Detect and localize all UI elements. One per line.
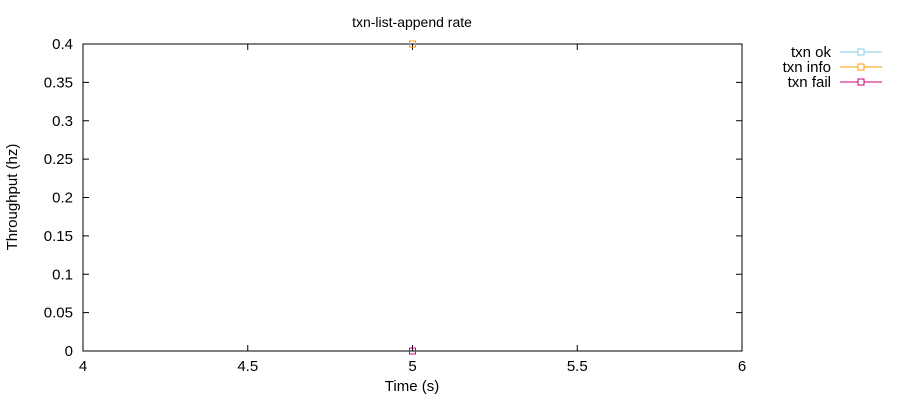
x-tick-label: 4: [79, 358, 87, 375]
x-tick-label: 5.5: [567, 358, 588, 375]
y-axis-title: Throughput (hz): [4, 144, 21, 251]
legend-label: txn fail: [788, 74, 831, 91]
chart-title: txn-list-append rate: [352, 14, 472, 30]
series-layer: [409, 40, 416, 355]
legend-marker: [857, 48, 865, 56]
data-point-txn-info: [409, 40, 416, 48]
data-point-txn-fail: [409, 347, 416, 355]
x-axis-title: Time (s): [385, 378, 439, 395]
x-tick-label: 5: [408, 358, 416, 375]
y-axis: 0 0.05 0.1 0.15 0.2 0.25 0.3 0.35 0.4: [44, 36, 742, 360]
y-tick-label: 0.35: [44, 74, 73, 91]
y-tick-label: 0.2: [52, 190, 73, 207]
y-tick-label: 0.15: [44, 228, 73, 245]
x-tick-label: 6: [738, 358, 746, 375]
y-tick-label: 0.25: [44, 151, 73, 168]
legend-label: txn info: [783, 59, 831, 76]
legend-marker: [857, 63, 865, 71]
x-axis: 4 4.5 5 5.5 6: [79, 44, 746, 375]
plot-frame: [82, 43, 743, 352]
legend-marker: [857, 78, 865, 86]
legend-label: txn ok: [791, 44, 832, 61]
x-tick-label: 4.5: [237, 358, 258, 375]
y-tick-label: 0.4: [52, 36, 73, 53]
y-tick-label: 0.3: [52, 113, 73, 130]
y-tick-label: 0.1: [52, 266, 73, 283]
y-tick-label: 0.05: [44, 305, 73, 322]
y-tick-label: 0: [65, 343, 73, 360]
